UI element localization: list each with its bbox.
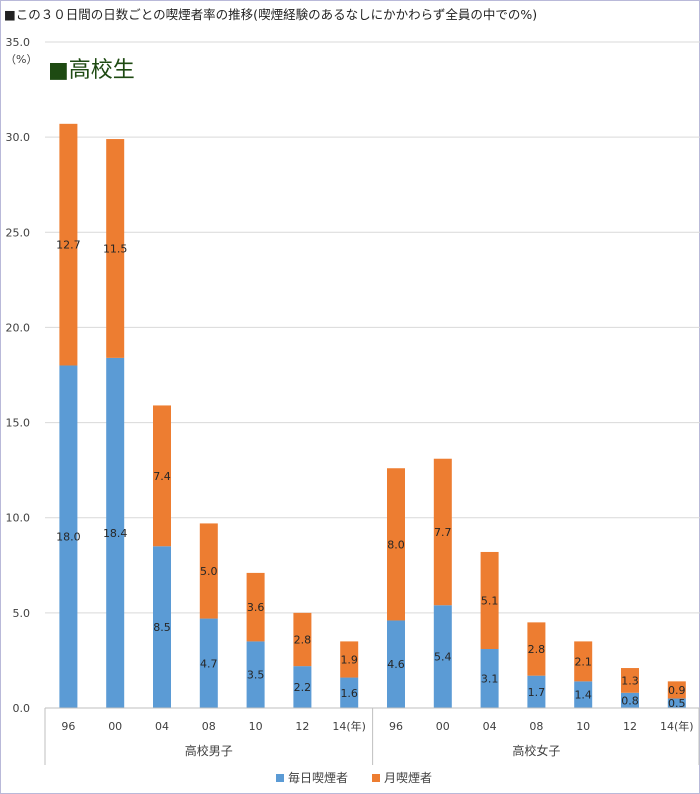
bar-monthly xyxy=(340,641,359,678)
x-tick-label: 12 xyxy=(295,720,309,733)
legend-label: 毎日喫煙者 xyxy=(288,770,348,785)
data-label-monthly: 3.6 xyxy=(247,601,265,614)
bar-monthly xyxy=(621,668,639,693)
bar-daily xyxy=(59,365,78,708)
data-label-monthly: 2.1 xyxy=(574,655,592,668)
bar-monthly xyxy=(433,458,452,606)
x-tick-label: 96 xyxy=(389,720,403,733)
legend-label: 月喫煙者 xyxy=(384,771,432,785)
bar-monthly xyxy=(106,139,125,358)
group-label: 高校男子 xyxy=(185,743,233,758)
data-label-daily: 2.2 xyxy=(294,681,312,694)
data-label-daily: 1.6 xyxy=(340,687,358,700)
bar-daily xyxy=(621,692,639,708)
data-label-daily: 0.8 xyxy=(621,694,639,707)
data-label-daily: 3.5 xyxy=(247,669,265,682)
x-tick-label: 00 xyxy=(436,720,450,733)
data-label-monthly: 12.7 xyxy=(56,239,81,252)
chart-heading: ■高校生 xyxy=(48,58,135,83)
bar-monthly xyxy=(199,523,218,619)
axes: 0.0 5.0 10.0 15.0 20.0 25.0 30.0 35.0 96 00 04 08 10… xyxy=(6,36,700,765)
bar-daily xyxy=(246,641,265,708)
bar-daily xyxy=(387,620,405,708)
y-tick-label: 25.0 xyxy=(6,226,31,239)
x-tick-label: 04 xyxy=(155,720,169,733)
y-tick-label: 20.0 xyxy=(6,321,31,334)
x-tick-label: 14(年) xyxy=(660,719,694,733)
data-label-daily: 1.7 xyxy=(528,686,546,699)
bar-daily xyxy=(527,675,546,708)
bars xyxy=(59,123,686,708)
y-tick-label: 15.0 xyxy=(6,417,31,430)
data-label-monthly: 1.3 xyxy=(621,674,639,687)
group-label: 高校女子 xyxy=(512,743,560,758)
bar-daily xyxy=(433,605,452,708)
bar-monthly xyxy=(527,622,546,676)
x-tick-label: 08 xyxy=(202,720,216,733)
legend-swatch xyxy=(372,774,380,782)
bar-daily xyxy=(199,618,218,708)
data-label-daily: 4.7 xyxy=(200,657,218,670)
data-label-monthly: 0.9 xyxy=(668,684,686,697)
gridlines xyxy=(45,41,700,614)
data-label-daily: 5.4 xyxy=(434,651,452,664)
data-label-daily: 4.6 xyxy=(387,658,405,671)
data-label-monthly: 7.4 xyxy=(153,470,171,483)
bar-monthly xyxy=(153,405,171,547)
x-tick-label: 96 xyxy=(61,720,75,733)
bar-daily xyxy=(340,677,359,708)
data-labels: 18.0 12.7 18.4 11.5 8.5 7.4 4.7 5.0 3.5 3.6 2.2 2.8… xyxy=(56,239,685,711)
data-label-daily: 1.4 xyxy=(574,689,592,702)
data-label-monthly: 8.0 xyxy=(387,538,405,551)
chart-title: ■この３０日間の日数ごとの喫煙者率の推移(喫煙経験のあるなしにかかわらず全員の中… xyxy=(4,7,538,22)
bar-daily xyxy=(293,666,312,708)
bar-monthly xyxy=(667,681,686,699)
bar-monthly xyxy=(387,468,405,621)
legend: 毎日喫煙者 月喫煙者 xyxy=(276,770,432,785)
bar-monthly xyxy=(246,572,265,642)
x-tick-label: 00 xyxy=(108,720,122,733)
x-tick-label: 10 xyxy=(249,720,263,733)
bar-monthly xyxy=(59,123,78,366)
y-axis-unit: （%） xyxy=(5,53,37,66)
x-tick-label: 04 xyxy=(483,720,497,733)
data-label-monthly: 11.5 xyxy=(103,242,128,255)
bar-daily xyxy=(153,546,171,708)
x-tick-label: 12 xyxy=(623,720,637,733)
data-label-daily: 0.5 xyxy=(668,697,686,710)
data-label-daily: 8.5 xyxy=(153,621,171,634)
bar-monthly xyxy=(293,612,312,667)
y-tick-label: 35.0 xyxy=(6,36,31,49)
x-tick-label: 14(年) xyxy=(332,719,366,733)
bar-monthly xyxy=(480,551,499,650)
y-tick-label: 0.0 xyxy=(13,702,31,715)
bar-monthly xyxy=(574,641,593,682)
legend-swatch xyxy=(276,774,284,782)
bar-daily xyxy=(106,357,125,708)
bar-daily xyxy=(480,649,499,708)
data-label-daily: 3.1 xyxy=(481,673,499,686)
data-label-monthly: 5.1 xyxy=(481,594,499,607)
x-tick-label: 08 xyxy=(529,720,543,733)
data-label-daily: 18.4 xyxy=(103,527,128,540)
data-label-monthly: 1.9 xyxy=(340,653,358,666)
data-label-monthly: 2.8 xyxy=(528,643,546,656)
data-label-daily: 18.0 xyxy=(56,531,81,544)
y-tick-label: 10.0 xyxy=(6,512,31,525)
x-tick-label: 10 xyxy=(576,720,590,733)
bar-daily xyxy=(667,698,686,708)
data-label-monthly: 2.8 xyxy=(294,633,312,646)
y-tick-label: 5.0 xyxy=(13,607,31,620)
data-label-monthly: 7.7 xyxy=(434,526,452,539)
data-label-monthly: 5.0 xyxy=(200,565,218,578)
bar-daily xyxy=(574,681,593,708)
y-tick-label: 30.0 xyxy=(6,131,31,144)
